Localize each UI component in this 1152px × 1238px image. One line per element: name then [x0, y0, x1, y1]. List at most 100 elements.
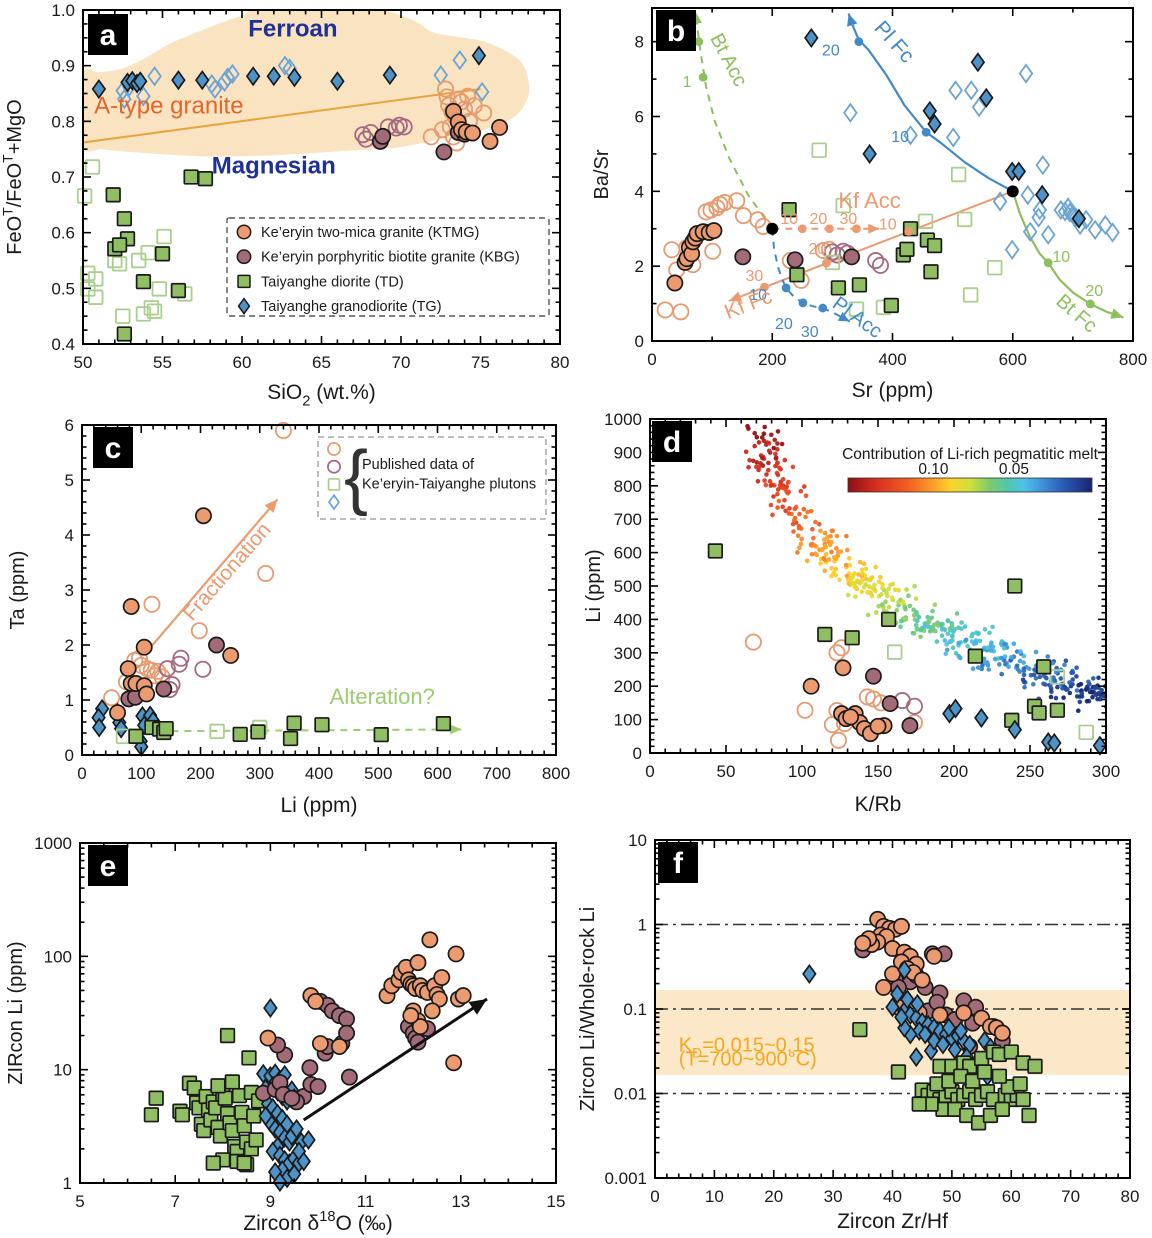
- svg-text:300: 300: [614, 644, 642, 663]
- svg-text:4: 4: [635, 182, 644, 201]
- svg-text:10: 10: [780, 211, 798, 228]
- svg-text:10: 10: [749, 287, 767, 304]
- svg-text:700: 700: [614, 510, 642, 529]
- svg-text:0.5: 0.5: [51, 279, 75, 298]
- svg-text:7: 7: [170, 1192, 179, 1211]
- svg-text:0: 0: [633, 744, 642, 763]
- svg-text:10: 10: [891, 129, 909, 146]
- svg-text:20: 20: [808, 241, 826, 258]
- svg-text:2: 2: [65, 636, 74, 655]
- svg-text:8: 8: [635, 33, 644, 52]
- svg-text:800: 800: [614, 477, 642, 496]
- svg-text:1.0: 1.0: [51, 1, 75, 20]
- svg-text:b: b: [667, 15, 685, 48]
- svg-text:Kf Acc: Kf Acc: [838, 188, 900, 213]
- svg-text:0.01: 0.01: [614, 1085, 647, 1104]
- svg-text:100: 100: [614, 711, 642, 730]
- svg-text:10: 10: [1052, 249, 1070, 266]
- svg-text:100: 100: [44, 947, 72, 966]
- svg-text:100: 100: [127, 764, 155, 783]
- svg-text:1: 1: [638, 916, 647, 935]
- svg-text:0.9: 0.9: [51, 57, 75, 76]
- svg-text:250: 250: [1016, 762, 1044, 781]
- svg-text:200: 200: [758, 350, 786, 369]
- svg-text:60: 60: [1002, 1187, 1021, 1206]
- svg-text:50: 50: [74, 353, 93, 372]
- svg-text:600: 600: [999, 350, 1027, 369]
- svg-text:FeOT/FeOT+MgO: FeOT/FeOT+MgO: [0, 99, 26, 255]
- svg-text:Ke’eryin porphyritic biotite g: Ke’eryin porphyritic biotite granite (KB…: [261, 250, 520, 266]
- svg-text:Alteration?: Alteration?: [330, 684, 435, 709]
- svg-text:50: 50: [717, 762, 736, 781]
- svg-text:KD=0.015~0.15: KD=0.015~0.15: [679, 1034, 815, 1060]
- panel-b-canvas: 1 2 10 20 10 20 30 10 20 30 10 20 30 10 20 Bt Acc Pl Fc K…: [591, 7, 1147, 402]
- svg-text:0: 0: [635, 332, 644, 351]
- svg-text:0: 0: [650, 1187, 659, 1206]
- svg-text:15: 15: [547, 1192, 566, 1211]
- svg-text:55: 55: [153, 353, 172, 372]
- svg-text:300: 300: [1092, 762, 1120, 781]
- panel-e-zirconli-vs-d18o: 5 7 9 11 13 15 1 10 100 1000 Zircon δ18O (‰) ZIRcon…: [0, 826, 576, 1238]
- svg-text:5: 5: [75, 1192, 84, 1211]
- svg-text:600: 600: [423, 764, 451, 783]
- svg-text:A-type granite: A-type granite: [94, 93, 243, 120]
- svg-text:Taiyanghe granodiorite (TG): Taiyanghe granodiorite (TG): [261, 299, 442, 315]
- svg-text:Taiyanghe diorite (TD): Taiyanghe diorite (TD): [261, 274, 404, 290]
- svg-text:800: 800: [542, 764, 570, 783]
- svg-text:Ta (ppm): Ta (ppm): [7, 551, 29, 630]
- svg-text:10: 10: [53, 1061, 72, 1080]
- svg-text:400: 400: [878, 350, 906, 369]
- svg-text:Published data of: Published data of: [362, 457, 475, 473]
- svg-text:80: 80: [551, 353, 570, 372]
- svg-text:13: 13: [451, 1192, 470, 1211]
- svg-text:11: 11: [357, 1192, 375, 1211]
- panel-f-canvas: KD=0.015~0.15(T=700~900°C) 0 10 20 30 40 50 60 7…: [577, 831, 1140, 1233]
- svg-text:a: a: [100, 19, 117, 52]
- svg-text:10: 10: [705, 1187, 724, 1206]
- svg-text:70: 70: [392, 353, 411, 372]
- svg-text:e: e: [100, 850, 117, 883]
- svg-text:70: 70: [1061, 1187, 1080, 1206]
- svg-text:Sr (ppm): Sr (ppm): [852, 379, 934, 402]
- svg-text:80: 80: [1121, 1187, 1140, 1206]
- svg-text:c: c: [105, 432, 122, 465]
- svg-text:0: 0: [647, 350, 656, 369]
- svg-text:65: 65: [312, 353, 331, 372]
- svg-text:K/Rb: K/Rb: [855, 793, 902, 816]
- svg-text:400: 400: [305, 764, 333, 783]
- svg-text:ZIRcon Li (ppm): ZIRcon Li (ppm): [5, 941, 27, 1084]
- svg-text:10: 10: [628, 831, 647, 850]
- svg-text:20: 20: [809, 211, 827, 228]
- svg-text:(T=700~900°C): (T=700~900°C): [679, 1048, 817, 1070]
- svg-text:50: 50: [942, 1187, 961, 1206]
- svg-text:0: 0: [77, 764, 86, 783]
- panel-d-canvas: Contribution of Li-rich pegmatitic melt0…: [583, 413, 1120, 816]
- svg-text:500: 500: [614, 577, 642, 596]
- svg-text:30: 30: [824, 1187, 843, 1206]
- svg-text:Zircon Li/Whole-rock Li: Zircon Li/Whole-rock Li: [577, 907, 599, 1112]
- panel-c-canvas: Fractionation Alteration? {Published data …: [7, 416, 570, 817]
- svg-text:200: 200: [614, 677, 642, 696]
- svg-text:500: 500: [364, 764, 392, 783]
- svg-text:1: 1: [63, 1174, 72, 1193]
- svg-text:1000: 1000: [604, 413, 642, 429]
- svg-text:4: 4: [65, 526, 74, 545]
- svg-text:Ba/Sr: Ba/Sr: [591, 149, 613, 199]
- svg-text:Magnesian: Magnesian: [212, 153, 336, 180]
- svg-text:d: d: [663, 426, 681, 459]
- svg-text:3: 3: [65, 581, 74, 600]
- svg-text:0.001: 0.001: [604, 1169, 647, 1188]
- svg-text:30: 30: [746, 268, 764, 285]
- svg-text:Ke’eryin-Taiyanghe plutons: Ke’eryin-Taiyanghe plutons: [362, 477, 536, 493]
- svg-text:0: 0: [645, 762, 654, 781]
- svg-text:40: 40: [883, 1187, 902, 1206]
- svg-text:200: 200: [186, 764, 214, 783]
- svg-text:Ferroan: Ferroan: [248, 16, 337, 43]
- svg-text:0.6: 0.6: [51, 224, 75, 243]
- svg-text:20: 20: [775, 316, 793, 333]
- svg-text:Zircon δ18O (‰): Zircon δ18O (‰): [243, 1209, 392, 1235]
- panel-d-li-vs-krb: Contribution of Li-rich pegmatitic melt 0…: [576, 413, 1152, 826]
- svg-text:6: 6: [635, 108, 644, 127]
- svg-text:Zircon Zr/Hf: Zircon Zr/Hf: [837, 1210, 948, 1233]
